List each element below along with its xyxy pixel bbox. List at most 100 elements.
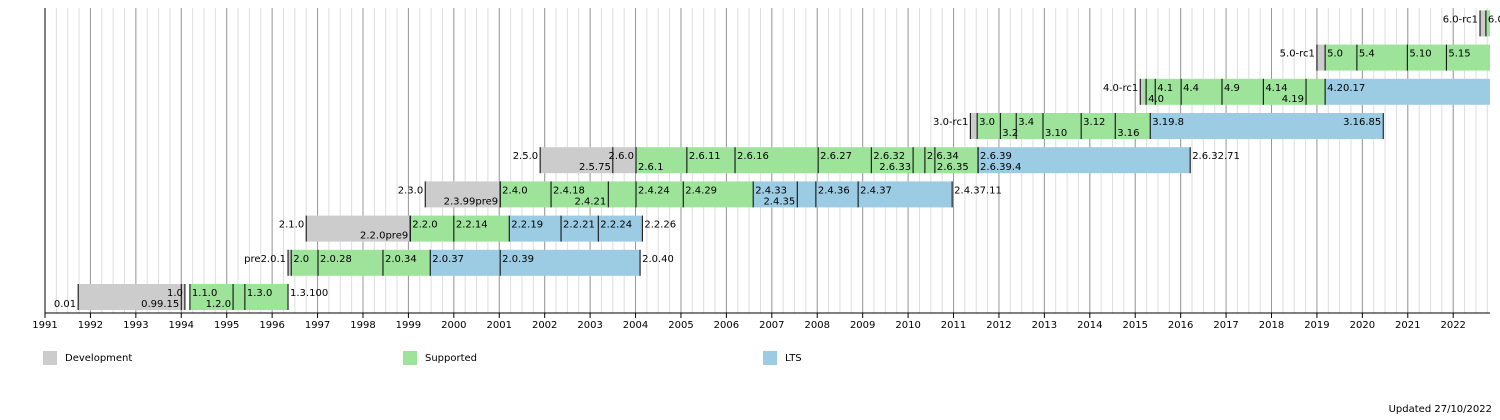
x-tick-label: 2015 — [1122, 320, 1147, 331]
release-label: 3.0 — [979, 117, 995, 128]
release-label: 0.01 — [54, 299, 76, 310]
release-label: 2.3.99pre9 — [444, 196, 499, 207]
release-label: 4.4 — [1183, 83, 1199, 94]
phase-bar — [509, 215, 643, 242]
release-label: 4.9 — [1224, 83, 1240, 94]
phase-bar — [1485, 10, 1490, 37]
x-tick-label: 2019 — [1304, 320, 1329, 331]
release-label: 2.2.21 — [563, 220, 595, 231]
release-label: 3.19.8 — [1152, 117, 1184, 128]
release-label: 2.4.37 — [860, 185, 892, 196]
release-label: 2.6.39 — [980, 151, 1012, 162]
release-label: 2.6.32 — [873, 151, 905, 162]
release-label: 6.0-rc1 — [1443, 14, 1478, 25]
phase-bar — [1480, 10, 1486, 37]
phase-bar — [78, 284, 185, 310]
release-label: 2.6.0 — [609, 151, 634, 162]
release-label: 5.15 — [1448, 49, 1470, 60]
release-label: 3.16 — [1117, 128, 1139, 139]
phase-bar — [540, 147, 636, 174]
release-label: 1.3.100 — [290, 288, 328, 299]
release-label: 2.3.0 — [398, 185, 423, 196]
x-tick-label: 2012 — [986, 320, 1011, 331]
release-label: 2.6.1 — [638, 162, 663, 173]
x-tick-label: 1999 — [396, 320, 421, 331]
x-tick-label: 1995 — [214, 320, 239, 331]
phase-bar — [500, 181, 754, 208]
phase-bar — [635, 147, 979, 174]
x-tick-label: 1991 — [32, 320, 57, 331]
release-label: 3.4 — [1018, 117, 1034, 128]
release-label: 5.4 — [1359, 49, 1375, 60]
release-label: 4.1 — [1157, 83, 1173, 94]
release-label: 2.4.37.11 — [954, 185, 1002, 196]
release-label: 2.1.0 — [279, 220, 304, 231]
x-tick-label: 1998 — [350, 320, 375, 331]
x-tick-label: 2003 — [577, 320, 602, 331]
x-tick-label: 1997 — [305, 320, 330, 331]
phase-bar — [1150, 113, 1384, 139]
x-tick-label: 2011 — [941, 320, 966, 331]
release-label: 2.2.26 — [644, 220, 676, 231]
x-tick-label: 2001 — [487, 320, 512, 331]
release-label: 2.6.34 — [927, 151, 959, 162]
x-tick-label: 2002 — [532, 320, 557, 331]
x-tick-label: 2014 — [1077, 320, 1102, 331]
phase-bar — [970, 113, 978, 139]
x-tick-label: 2004 — [623, 320, 648, 331]
legend-swatch — [763, 351, 777, 365]
release-label: 2.0.37 — [432, 254, 464, 265]
release-label: 2.4.18 — [553, 185, 585, 196]
x-tick-label: 2010 — [895, 320, 920, 331]
release-label: 4.0-rc1 — [1103, 83, 1138, 94]
release-label: 3.0-rc1 — [933, 117, 968, 128]
x-tick-label: 2016 — [1168, 320, 1193, 331]
legend-label: LTS — [785, 353, 802, 364]
release-label: 2.6.39.4 — [980, 162, 1021, 173]
x-tick-label: 2013 — [1032, 320, 1057, 331]
x-tick-label: 1996 — [259, 320, 284, 331]
x-tick-label: 1994 — [169, 320, 194, 331]
phase-bar — [1140, 78, 1143, 105]
release-label: 0.99.15 — [141, 299, 179, 310]
release-label: 5.0 — [1327, 49, 1343, 60]
release-label: 2.4.29 — [685, 185, 717, 196]
phase-bar — [430, 249, 641, 276]
legend-swatch — [43, 351, 57, 365]
release-label: 2.4.21 — [574, 196, 606, 207]
phase-bar — [288, 249, 292, 276]
phase-bar — [1142, 78, 1326, 105]
release-label: 2.0.28 — [320, 254, 352, 265]
release-label: 3.2 — [1002, 128, 1018, 139]
release-label: 2.0 — [293, 254, 309, 265]
legend-label: Development — [65, 353, 132, 364]
phase-bar — [425, 181, 501, 208]
release-label: 2.0.40 — [642, 254, 674, 265]
release-label: 2.6.33 — [879, 162, 911, 173]
release-label: 5.0-rc1 — [1280, 49, 1315, 60]
x-tick-label: 2005 — [668, 320, 693, 331]
release-label: 2.6.11 — [689, 151, 721, 162]
x-tick-label: 1992 — [78, 320, 103, 331]
release-label: 2.6.32.71 — [1192, 151, 1240, 162]
x-tick-label: 2017 — [1213, 320, 1238, 331]
x-tick-label: 2021 — [1395, 320, 1420, 331]
release-label: 2.2.24 — [600, 220, 632, 231]
x-tick-label: 2007 — [759, 320, 784, 331]
release-label: 2.4.35 — [763, 196, 795, 207]
release-label: 2.4.33 — [755, 185, 787, 196]
x-tick-label: 2009 — [850, 320, 875, 331]
release-label: 4.14 — [1265, 83, 1287, 94]
x-tick-label: 1993 — [123, 320, 148, 331]
release-label: 3.10 — [1045, 128, 1067, 139]
release-label: 2.4.24 — [638, 185, 670, 196]
release-label: 4.20.17 — [1327, 83, 1365, 94]
release-label: 2.0.34 — [385, 254, 417, 265]
legend-swatch — [403, 351, 417, 365]
release-label: pre2.0.1 — [244, 254, 286, 265]
phase-bar — [410, 215, 510, 242]
phase-bar — [977, 113, 1151, 139]
release-label: 2.5.75 — [579, 162, 611, 173]
